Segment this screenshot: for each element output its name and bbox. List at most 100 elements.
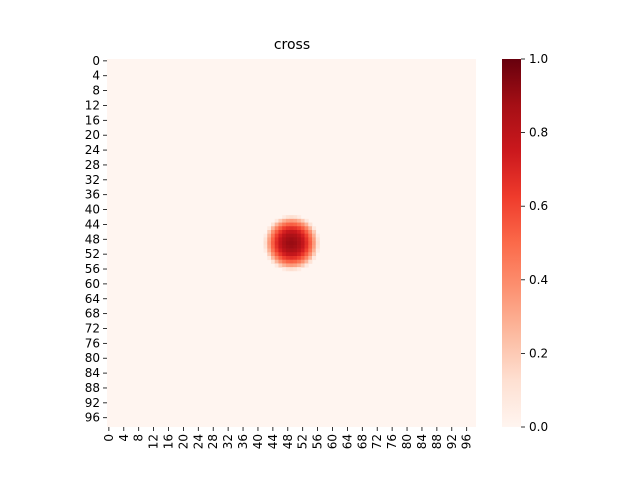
heatmap-cell [278, 233, 283, 238]
x-tick-label: 60 [326, 434, 340, 449]
x-tick-label: 80 [400, 434, 414, 449]
heatmap-cell [300, 226, 305, 231]
y-tick-label: 28 [85, 158, 100, 172]
colorbar [502, 59, 521, 427]
heatmap-cell [300, 248, 305, 253]
heatmap-cell [282, 248, 287, 253]
heatmap-cell [293, 259, 298, 264]
heatmap-cell [293, 267, 298, 272]
heatmap-cell [274, 222, 279, 227]
x-tick-label: 16 [162, 434, 176, 449]
heatmap-cell [300, 222, 305, 227]
heatmap-cell [300, 244, 305, 249]
y-tick-label: 56 [85, 262, 100, 276]
heatmap-cell [278, 218, 283, 223]
heatmap-cell [293, 215, 298, 220]
heatmap-cell [274, 226, 279, 231]
heatmap-cell [293, 252, 298, 257]
x-tick-label: 72 [370, 434, 384, 449]
heatmap-cell [271, 233, 276, 238]
heatmap-cell [289, 256, 294, 261]
heatmap-cell [282, 226, 287, 231]
colorbar-tick-label: 0.4 [529, 273, 548, 287]
heatmap-cell [308, 241, 313, 246]
heatmap-cell [304, 222, 309, 227]
heatmap-cell [300, 237, 305, 242]
x-tick-label: 64 [340, 434, 354, 449]
heatmap-cell [304, 229, 309, 235]
heatmap-cell [312, 244, 317, 249]
y-tick-label: 32 [85, 173, 100, 187]
x-tick-label: 4 [117, 434, 131, 442]
heatmap-cell [312, 237, 317, 242]
heatmap-cell [304, 237, 309, 242]
heatmap-cell [293, 244, 298, 249]
heatmap-cell [308, 229, 313, 235]
heatmap-cell [297, 229, 302, 235]
heatmap-cell [267, 226, 272, 231]
heatmap-cell [267, 241, 272, 246]
heatmap-cell [289, 226, 294, 231]
x-tick-label: 28 [206, 434, 220, 449]
heatmap-cell [308, 252, 313, 257]
heatmap-cell [282, 233, 287, 238]
x-tick-label: 0 [102, 434, 116, 442]
heatmap-cell [308, 244, 313, 249]
heatmap-cell [297, 222, 302, 227]
heatmap-cell [274, 263, 279, 268]
heatmap-cell [312, 241, 317, 246]
heatmap-cell [274, 259, 279, 264]
heatmap-cell [308, 226, 313, 231]
heatmap-cell [304, 252, 309, 257]
heatmap-cell [278, 237, 283, 242]
x-tick-label: 8 [132, 434, 146, 442]
heatmap-cell [304, 218, 309, 223]
heatmap-cell [293, 229, 298, 235]
heatmap-cell [315, 241, 320, 246]
y-tick-label: 36 [85, 188, 100, 202]
heatmap-cell [274, 233, 279, 238]
heatmap-cell [282, 259, 287, 264]
heatmap-cell [300, 218, 305, 223]
heatmap-cell [312, 248, 317, 253]
heatmap-cell [267, 252, 272, 257]
heatmap-cell [285, 218, 290, 223]
heatmap-cell [278, 248, 283, 253]
heatmap-cell [312, 229, 317, 235]
colorbar-tick-label: 1.0 [529, 52, 548, 66]
heatmap-cell [285, 237, 290, 242]
heatmap-cell [278, 263, 283, 268]
heatmap-cell [304, 248, 309, 253]
colorbar-tick-label: 0.0 [529, 420, 548, 434]
heatmap-cell [297, 244, 302, 249]
heatmap-cell [297, 218, 302, 223]
heatmap-cell [282, 222, 287, 227]
colorbar-tick-label: 0.2 [529, 346, 548, 360]
heatmap-cell [271, 229, 276, 235]
heatmap-cell [304, 233, 309, 238]
x-tick-label: 44 [266, 434, 280, 449]
heatmap-cell [274, 256, 279, 261]
x-tick-label: 24 [191, 434, 205, 449]
heatmap-cell [271, 244, 276, 249]
x-tick-label: 84 [415, 434, 429, 449]
heatmap-cell [300, 229, 305, 235]
heatmap-cell [282, 215, 287, 220]
y-tick-label: 0 [92, 54, 100, 68]
x-tick-label: 56 [311, 434, 325, 449]
y-tick-label: 80 [85, 351, 100, 365]
heatmap-cell [263, 241, 268, 246]
x-tick-label: 68 [355, 434, 369, 449]
heatmap-cell [293, 222, 298, 227]
heatmap-cell [297, 248, 302, 253]
y-tick-label: 88 [85, 381, 100, 395]
heatmap-cell [274, 241, 279, 246]
heatmap-cell [282, 244, 287, 249]
heatmap-cell [285, 267, 290, 272]
y-tick-label: 76 [85, 336, 100, 350]
heatmap-cell [297, 259, 302, 264]
heatmap-cell [315, 244, 320, 249]
heatmap-cell [274, 248, 279, 253]
heatmap-cell [278, 252, 283, 257]
